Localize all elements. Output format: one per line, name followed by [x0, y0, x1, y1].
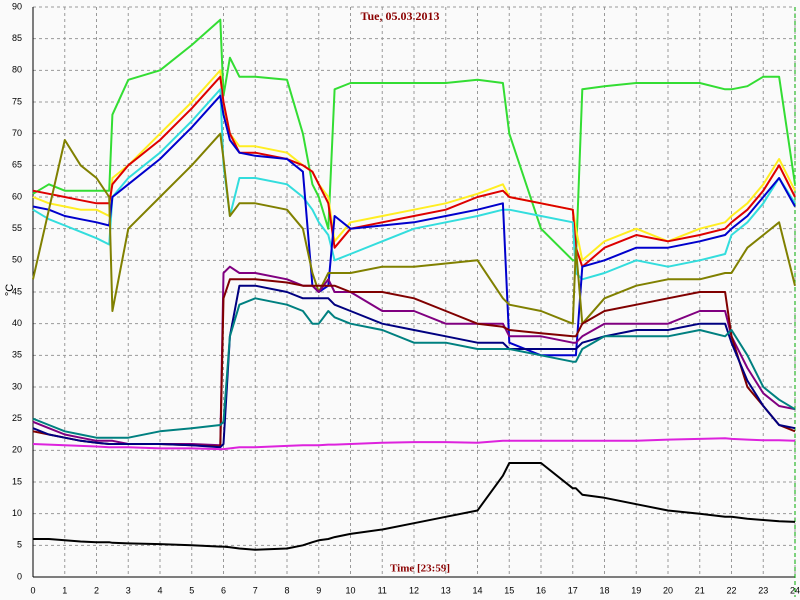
y-tick-label: 30	[12, 381, 22, 391]
x-tick-label: 12	[409, 585, 419, 595]
x-tick-label: 18	[599, 585, 609, 595]
x-tick-label: 7	[253, 585, 258, 595]
x-tick-label: 15	[504, 585, 514, 595]
series-line	[32, 437, 796, 451]
x-tick-label: 1	[62, 585, 67, 595]
x-tick-label: 19	[631, 585, 641, 595]
x-tick-label: 20	[663, 585, 673, 595]
x-tick-label: 9	[316, 585, 321, 595]
y-tick-label: 45	[12, 286, 22, 296]
y-tick-label: 65	[12, 160, 22, 170]
series-line	[32, 18, 796, 262]
chart-title: Tue, 05.03.2013	[361, 9, 440, 23]
series-line	[32, 88, 796, 281]
x-tick-label: 0	[30, 585, 35, 595]
x-tick-label: 6	[221, 585, 226, 595]
x-tick-label: 23	[758, 585, 768, 595]
y-axis-label: °C	[4, 284, 16, 296]
x-tick-label: 13	[441, 585, 451, 595]
x-tick-label: 8	[284, 585, 289, 595]
y-tick-label: 15	[12, 476, 22, 486]
y-tick-label: 70	[12, 128, 22, 138]
series-line	[32, 284, 796, 449]
y-tick-label: 0	[17, 571, 22, 581]
y-tick-label: 90	[12, 1, 22, 11]
x-tick-label: 11	[378, 585, 387, 595]
y-tick-label: 20	[12, 445, 22, 455]
y-tick-label: 5	[17, 540, 22, 550]
series-line	[32, 297, 796, 439]
x-tick-label: 16	[536, 585, 546, 595]
x-tick-label: 2	[94, 585, 99, 595]
x-tick-label: 4	[157, 585, 162, 595]
y-tick-label: 50	[12, 255, 22, 265]
series-line	[32, 75, 796, 268]
y-tick-label: 35	[12, 350, 22, 360]
x-tick-label: 14	[472, 585, 482, 595]
series-line	[32, 132, 796, 325]
x-tick-label: 21	[695, 585, 705, 595]
series-line	[32, 94, 796, 357]
y-tick-label: 10	[12, 508, 22, 518]
series-line	[33, 462, 796, 551]
y-tick-label: 25	[12, 413, 22, 423]
y-tick-label: 40	[12, 318, 22, 328]
x-tick-label: 10	[345, 585, 355, 595]
x-tick-label: 17	[568, 585, 578, 595]
y-tick-label: 85	[12, 33, 22, 43]
x-tick-label: 5	[189, 585, 194, 595]
y-tick-label: 75	[12, 96, 22, 106]
y-tick-label: 60	[12, 191, 22, 201]
x-axis-label: Time [23:59]	[390, 563, 450, 575]
y-tick-label: 55	[12, 223, 22, 233]
y-tick-label: 80	[12, 65, 22, 75]
x-tick-label: 3	[126, 585, 131, 595]
x-tick-label: 22	[726, 585, 736, 595]
